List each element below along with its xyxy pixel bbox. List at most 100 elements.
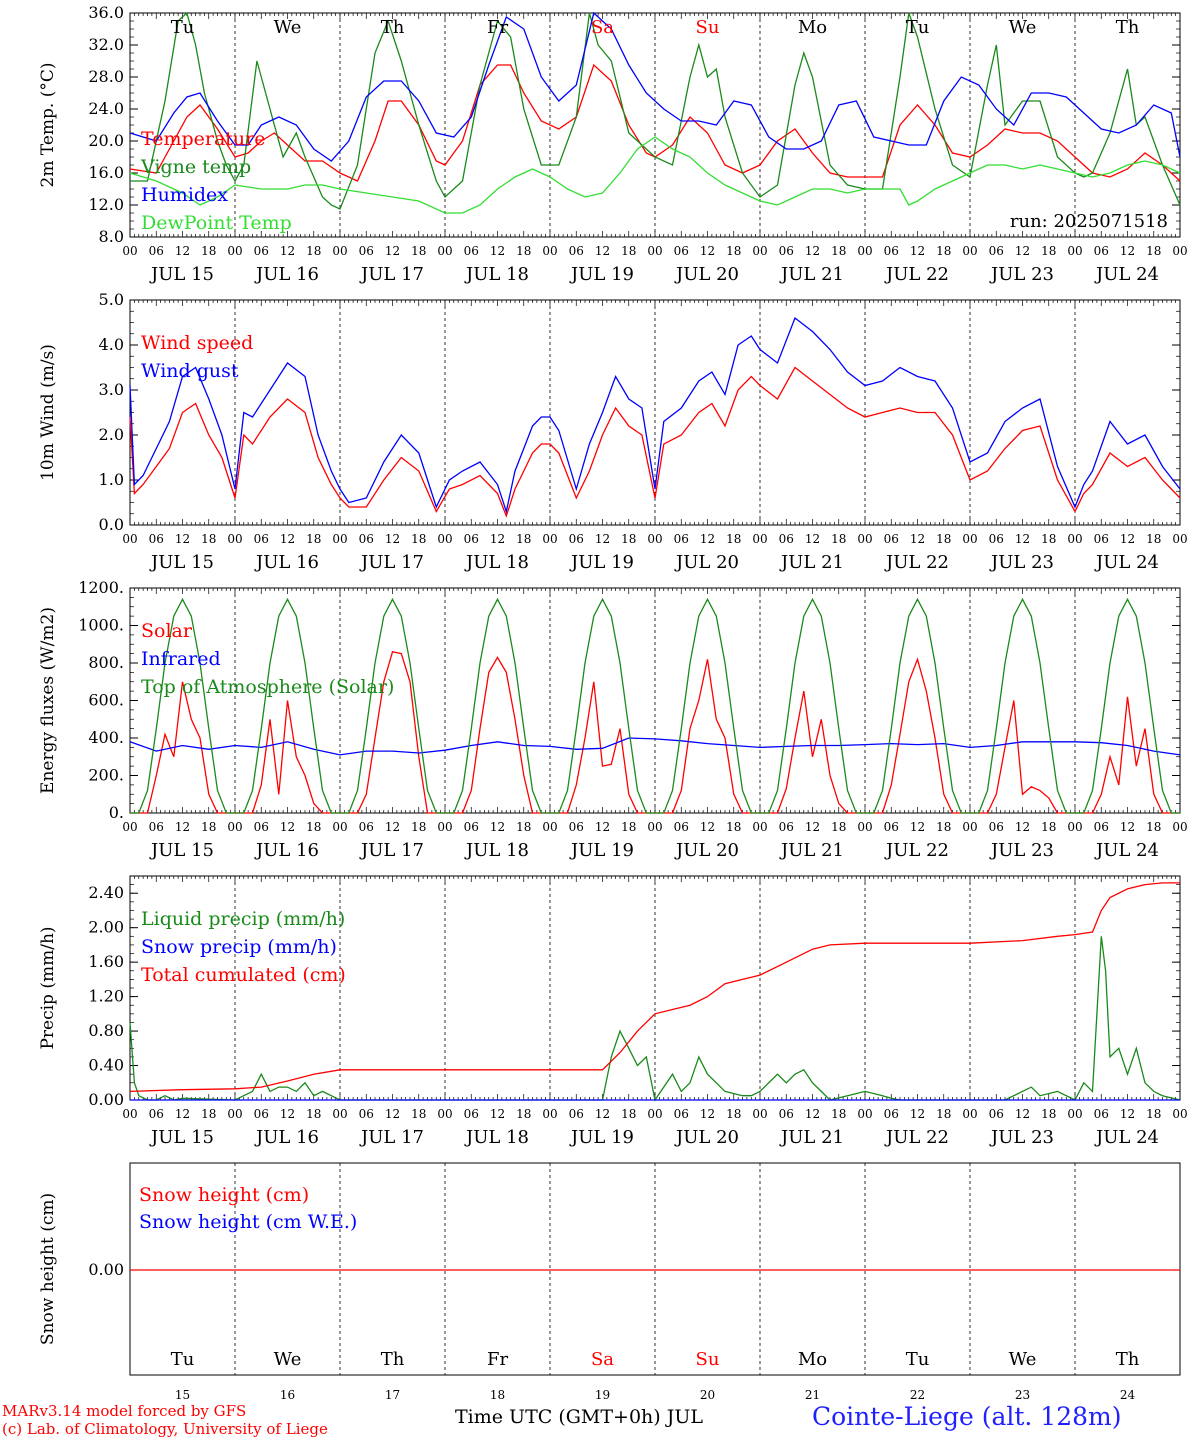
y-tick-label: 1000. [78, 616, 124, 635]
hour-tick-label: 12 [1015, 244, 1030, 258]
legend-entry: Infrared [141, 648, 221, 670]
hour-tick-label: 00 [647, 1107, 662, 1121]
hour-tick-label: 06 [674, 244, 689, 258]
hour-tick-label: 18 [201, 244, 216, 258]
y-tick-label: 0.0 [99, 515, 124, 534]
hour-tick-label: 00 [1067, 244, 1082, 258]
hour-tick-label: 18 [621, 532, 636, 546]
hour-tick-label: 12 [175, 532, 190, 546]
hour-tick-label: 06 [464, 1107, 479, 1121]
hour-tick-label: 18 [411, 1107, 426, 1121]
hour-tick-label: 00 [752, 820, 767, 834]
y-tick-label: 0.40 [88, 1056, 124, 1075]
date-label: JUL 18 [464, 264, 529, 285]
hour-tick-label: 18 [411, 244, 426, 258]
hour-tick-label: 06 [674, 1107, 689, 1121]
hour-tick-label: 12 [385, 532, 400, 546]
hour-tick-label: 00 [332, 532, 347, 546]
hour-tick-label: 18 [1041, 1107, 1056, 1121]
hour-tick-label: 06 [884, 532, 899, 546]
date-label: JUL 15 [149, 264, 214, 285]
day-name: Su [696, 1349, 720, 1370]
date-label: JUL 20 [674, 840, 739, 861]
hour-tick-label: 00 [962, 532, 977, 546]
day-number: 18 [490, 1388, 505, 1402]
legend-entry: Snow height (cm W.E.) [139, 1211, 357, 1233]
hour-tick-label: 12 [385, 244, 400, 258]
legend-entry: Top of Atmosphere (Solar) [141, 676, 394, 698]
date-label: JUL 17 [359, 264, 424, 285]
hour-tick-label: 00 [752, 244, 767, 258]
hour-tick-label: 00 [122, 820, 137, 834]
date-label: JUL 21 [779, 1127, 844, 1148]
y-tick-label: 2.0 [99, 425, 124, 444]
date-label: JUL 17 [359, 552, 424, 573]
hour-tick-label: 12 [805, 532, 820, 546]
panel-frame [129, 12, 1181, 238]
hour-tick-label: 12 [280, 244, 295, 258]
date-label: JUL 22 [884, 552, 949, 573]
date-label: JUL 15 [149, 1127, 214, 1148]
hour-tick-label: 18 [621, 1107, 636, 1121]
hour-tick-label: 06 [884, 1107, 899, 1121]
run-label: run: 2025071518 [1010, 211, 1168, 232]
day-number: 21 [805, 1388, 820, 1402]
y-tick-label: 1.20 [88, 987, 124, 1006]
hour-tick-label: 00 [1172, 532, 1187, 546]
hour-tick-label: 18 [411, 820, 426, 834]
station-label: Cointe-Liege (alt. 128m) [812, 1402, 1122, 1431]
hour-tick-label: 18 [831, 820, 846, 834]
y-tick-label: 400. [88, 728, 124, 747]
hour-tick-label: 06 [464, 244, 479, 258]
date-label: JUL 23 [989, 840, 1054, 861]
y-tick-label: 36.0 [88, 3, 124, 22]
date-label: JUL 16 [254, 1127, 319, 1148]
hour-tick-label: 18 [936, 1107, 951, 1121]
day-name: Tu [171, 17, 195, 38]
hour-tick-label: 18 [201, 820, 216, 834]
hour-tick-label: 00 [542, 532, 557, 546]
y-tick-label: 800. [88, 653, 124, 672]
legend-entry: Liquid precip (mm/h) [141, 908, 345, 930]
day-number: 15 [175, 1388, 190, 1402]
hour-tick-label: 18 [726, 244, 741, 258]
day-name: Tu [906, 1349, 930, 1370]
hour-tick-label: 12 [805, 1107, 820, 1121]
date-label: JUL 22 [884, 840, 949, 861]
y-tick-label: 1.0 [99, 470, 124, 489]
hour-tick-label: 06 [149, 532, 164, 546]
hour-tick-label: 06 [779, 1107, 794, 1121]
hour-tick-label: 18 [726, 532, 741, 546]
day-name: Mo [798, 1349, 827, 1370]
hour-tick-label: 06 [569, 244, 584, 258]
hour-tick-label: 06 [569, 1107, 584, 1121]
hour-tick-label: 12 [1120, 820, 1135, 834]
hour-tick-label: 18 [831, 532, 846, 546]
hour-tick-label: 00 [122, 532, 137, 546]
series-line [129, 63, 1181, 182]
hour-tick-label: 18 [306, 244, 321, 258]
day-number: 22 [910, 1388, 925, 1402]
hour-tick-label: 12 [910, 244, 925, 258]
day-name: We [1009, 1349, 1037, 1370]
hour-tick-label: 00 [332, 1107, 347, 1121]
y-tick-label: 0.80 [88, 1021, 124, 1040]
hour-tick-label: 06 [359, 820, 374, 834]
hour-tick-label: 00 [1067, 820, 1082, 834]
hour-tick-label: 00 [1172, 244, 1187, 258]
hour-tick-label: 12 [910, 820, 925, 834]
hour-tick-label: 18 [1041, 820, 1056, 834]
y-tick-label: 0. [109, 803, 124, 822]
hour-tick-label: 18 [1146, 532, 1161, 546]
date-label: JUL 19 [569, 1127, 634, 1148]
y-tick-label: 5.0 [99, 290, 124, 309]
hour-tick-label: 06 [884, 820, 899, 834]
hour-tick-label: 18 [936, 820, 951, 834]
hour-tick-label: 18 [516, 1107, 531, 1121]
day-name: Th [1116, 1349, 1140, 1370]
hour-tick-label: 18 [306, 820, 321, 834]
hour-tick-label: 18 [306, 1107, 321, 1121]
hour-tick-label: 00 [1067, 1107, 1082, 1121]
hour-tick-label: 06 [464, 532, 479, 546]
